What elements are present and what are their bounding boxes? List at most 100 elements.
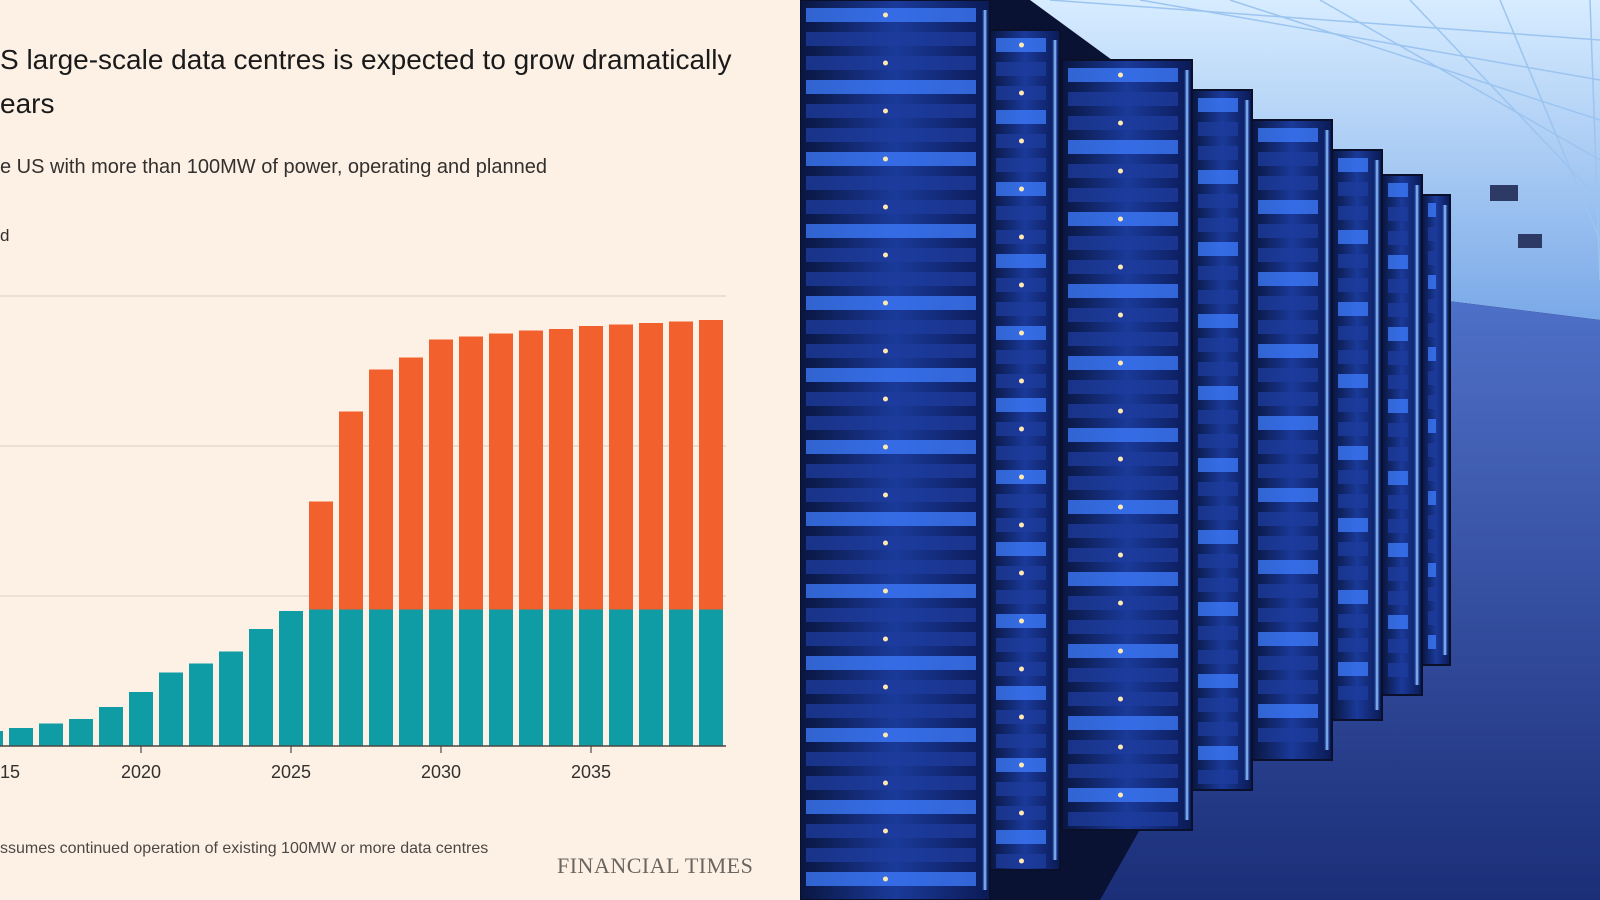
status-led — [883, 492, 888, 498]
server-unit — [1338, 350, 1368, 364]
server-unit — [1068, 284, 1178, 298]
server-unit — [806, 296, 976, 310]
bar-operating-2025 — [279, 611, 303, 746]
server-unit — [996, 398, 1046, 412]
bar-operating-2029 — [399, 609, 423, 746]
status-led — [1019, 90, 1024, 96]
server-unit — [996, 542, 1046, 556]
server-unit — [1068, 140, 1178, 154]
rack-light-strip — [1244, 100, 1250, 780]
server-unit — [1068, 380, 1178, 394]
server-unit — [1068, 620, 1178, 634]
status-led — [883, 252, 888, 258]
server-unit — [1258, 680, 1318, 694]
status-led — [1019, 426, 1024, 432]
server-unit — [1258, 152, 1318, 166]
ceiling-grid-line — [1049, 0, 1600, 41]
status-led — [1019, 330, 1024, 336]
status-led — [1118, 408, 1123, 414]
server-unit — [806, 104, 976, 118]
status-led — [1118, 72, 1123, 78]
ceiling-grid-line — [1589, 0, 1600, 281]
server-unit — [1198, 386, 1238, 400]
server-unit — [1198, 170, 1238, 184]
status-led — [1019, 714, 1024, 720]
server-unit — [996, 830, 1046, 844]
server-unit — [1388, 615, 1408, 629]
server-unit — [1198, 458, 1238, 472]
server-unit — [1068, 188, 1178, 202]
status-led — [1118, 696, 1123, 702]
ceiling-grid-line — [1319, 0, 1600, 161]
server-unit — [1388, 519, 1408, 533]
server-unit — [1338, 374, 1368, 388]
status-led — [1118, 792, 1123, 798]
server-unit — [1068, 332, 1178, 346]
server-unit — [1338, 686, 1368, 700]
status-led — [1019, 138, 1024, 144]
server-unit — [1388, 399, 1408, 413]
server-unit — [1388, 279, 1408, 293]
server-unit — [1198, 434, 1238, 448]
status-led — [1019, 186, 1024, 192]
bar-planned-2034 — [549, 329, 573, 610]
status-led — [883, 156, 888, 162]
x-tick-label-4: 2035 — [571, 762, 611, 782]
server-unit — [806, 680, 976, 694]
bar-planned-2031 — [459, 336, 483, 610]
status-led — [1118, 120, 1123, 126]
status-led — [1019, 570, 1024, 576]
status-led — [1019, 666, 1024, 672]
status-led — [883, 588, 888, 594]
bar-planned-2038 — [669, 321, 693, 610]
chart-footnote: ssumes continued operation of existing 1… — [0, 840, 489, 857]
server-unit — [1388, 327, 1408, 341]
status-led — [1118, 744, 1123, 750]
server-unit — [1258, 200, 1318, 214]
chart-subtitle: e US with more than 100MW of power, oper… — [0, 156, 547, 178]
server-unit — [996, 590, 1046, 604]
server-unit — [1258, 656, 1318, 670]
server-unit — [1338, 182, 1368, 196]
server-unit — [1198, 146, 1238, 160]
status-led — [1118, 600, 1123, 606]
server-unit — [1198, 338, 1238, 352]
status-led — [883, 540, 888, 546]
bar-planned-2029 — [399, 357, 423, 610]
server-unit — [1338, 206, 1368, 220]
server-unit — [1428, 419, 1436, 433]
server-unit — [1068, 476, 1178, 490]
status-led — [883, 108, 888, 114]
server-unit — [1198, 626, 1238, 640]
bar-operating-2030 — [429, 609, 453, 746]
bar-planned-2032 — [489, 333, 513, 610]
server-unit — [1338, 230, 1368, 244]
server-unit — [806, 464, 976, 478]
server-unit — [1338, 422, 1368, 436]
status-led — [883, 828, 888, 834]
bar-planned-2026 — [309, 501, 333, 610]
server-unit — [1388, 471, 1408, 485]
server-unit — [1338, 518, 1368, 532]
server-unit — [1198, 122, 1238, 136]
server-unit — [1258, 728, 1318, 742]
server-unit — [1198, 650, 1238, 664]
bar-planned-2028 — [369, 369, 393, 610]
server-unit — [1068, 236, 1178, 250]
status-led — [1118, 648, 1123, 654]
bar-operating-2033 — [519, 609, 543, 746]
rack-light-strip — [1324, 130, 1330, 750]
server-unit — [806, 704, 976, 718]
server-unit — [806, 512, 976, 526]
server-unit — [806, 776, 976, 790]
chart-panel: S large-scale data centres is expected t… — [0, 44, 753, 878]
status-led — [1118, 264, 1123, 270]
rack-light-strip — [982, 10, 988, 890]
server-unit — [1428, 251, 1436, 265]
server-unit — [806, 8, 976, 22]
server-unit — [806, 800, 976, 814]
status-led — [1019, 858, 1024, 864]
server-unit — [1198, 506, 1238, 520]
server-unit — [1258, 176, 1318, 190]
ceiling-grid-line — [1499, 0, 1600, 241]
